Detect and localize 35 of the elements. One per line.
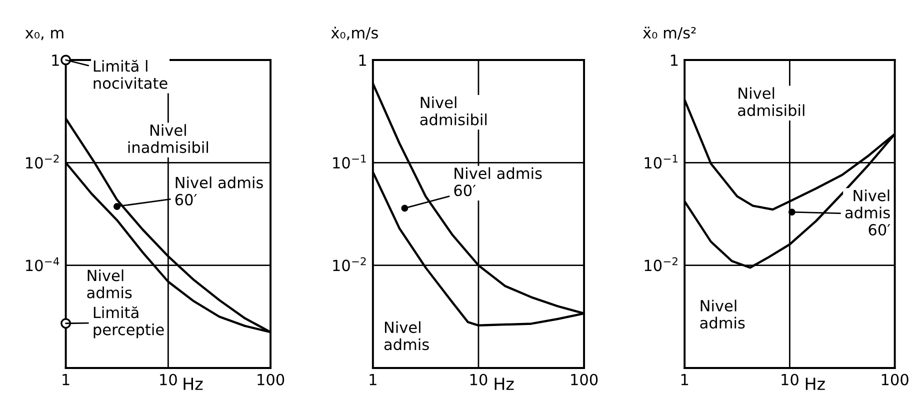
annotation: Nivel admisibil (420, 96, 487, 126)
y-tick-label: 10$^{−2}$ (333, 257, 366, 272)
annotation: Nivel admis 60′ (845, 190, 890, 236)
x-tick-label: 1 (681, 374, 688, 386)
annotation: Limită perceptie (94, 306, 164, 338)
x-tick-label: 1 (62, 374, 70, 386)
annotation: Limită l nocivitate (94, 60, 168, 89)
y-axis-title: ẋ₀,m/s (331, 26, 378, 40)
x-tick-label: 100 (258, 374, 284, 386)
y-tick-label: 10$^{−4}$ (26, 257, 60, 272)
annotation: Nivel admis (700, 300, 745, 329)
x-tick-label: 1 (370, 374, 376, 386)
y-tick-label: 1 (670, 54, 678, 66)
y-axis-title: ẍ₀ m/s² (642, 26, 696, 40)
annotation: Nivel admis (384, 321, 429, 350)
x-axis-title: Hz (806, 378, 825, 390)
x-tick-label: 10 (470, 374, 488, 386)
x-axis-title: Hz (494, 378, 514, 390)
y-axis-title: x₀, m (25, 30, 64, 40)
y-tick-label: 10$^{−1}$ (644, 154, 678, 169)
y-tick-label: 1 (52, 54, 59, 66)
annotation: Nivel admisibil (738, 87, 804, 116)
x-axis-title: Hz (184, 378, 203, 390)
annotation: Nivel inadmisibil (128, 124, 208, 154)
y-tick-label: 10$^{−1}$ (333, 154, 366, 169)
annotation: Nivel admis (87, 269, 132, 298)
y-tick-label: 10$^{−2}$ (26, 154, 59, 169)
annotation: Nivel admis 60′ (454, 167, 542, 196)
y-tick-label: 1 (359, 54, 366, 66)
x-tick-label: 100 (882, 374, 908, 386)
x-tick-label: 10 (160, 374, 177, 386)
annotation: Nivel admis 60′ (175, 176, 263, 206)
x-tick-label: 10 (782, 374, 798, 386)
y-tick-label: 10$^{−2}$ (644, 257, 678, 272)
x-tick-label: 100 (571, 374, 598, 386)
